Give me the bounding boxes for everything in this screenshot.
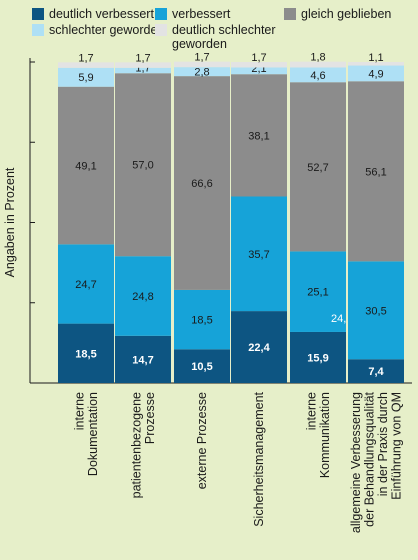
legend-swatch	[284, 8, 296, 20]
x-tick-label: in der Praxis durch	[376, 392, 390, 496]
bar-segment	[290, 331, 346, 383]
bar-segment	[348, 65, 404, 82]
x-tick-label: Einführung von QM	[389, 392, 403, 500]
bar-segment	[348, 359, 404, 383]
data-label: 10,5	[191, 361, 212, 373]
legend-swatch	[32, 8, 44, 20]
bar-segment	[58, 86, 114, 245]
bar-segment	[174, 61, 230, 68]
data-label: 4,6	[310, 70, 325, 82]
x-tick-label: Dokumentation	[86, 392, 100, 476]
stray-data-label: 24,	[331, 313, 346, 325]
data-label: 1,7	[135, 52, 150, 64]
data-label: 1,7	[78, 52, 93, 64]
data-label: 35,7	[248, 249, 269, 261]
data-label: 66,6	[191, 178, 212, 190]
legend-swatch	[155, 8, 167, 20]
legend-label: verbessert	[172, 7, 231, 21]
bar-segment	[115, 335, 171, 383]
bar-segment	[290, 61, 346, 68]
data-label: 56,1	[365, 166, 386, 178]
x-tick-label: interne	[72, 392, 86, 430]
bar-segment	[231, 67, 287, 75]
data-label: 1,7	[194, 52, 209, 64]
bar-segment	[348, 62, 404, 66]
data-label: 49,1	[75, 161, 96, 173]
data-label: 14,7	[132, 354, 153, 366]
legend-item: gleich geblieben	[284, 7, 391, 21]
legend-item: deutlich schlechter geworden	[155, 23, 276, 51]
data-label: 24,8	[132, 291, 153, 303]
data-label: 1,1	[368, 52, 383, 64]
bar-segment	[174, 67, 230, 77]
bar-segment	[231, 196, 287, 312]
legend-item: verbessert	[155, 7, 230, 21]
bar-segment	[174, 76, 230, 290]
x-tick-label: patientenbezogene	[129, 392, 143, 498]
bar-segment	[290, 251, 346, 332]
data-label: 52,7	[307, 162, 328, 174]
legend-item: deutlich verbessert	[32, 7, 154, 21]
bar-segment	[231, 311, 287, 383]
bar-segment	[290, 67, 346, 83]
bar-segment	[58, 62, 114, 68]
x-tick-label: externe Prozesse	[195, 392, 209, 489]
bar-segment	[58, 244, 114, 324]
legend: deutlich verbessert verbessert gleich gebl…	[30, 4, 418, 51]
data-label: 18,5	[75, 348, 96, 360]
legend-item: schlechter geworden	[32, 23, 164, 37]
legend-label: schlechter geworden	[49, 23, 165, 37]
bar-segment	[231, 74, 287, 197]
data-label: 30,5	[365, 305, 386, 317]
bar-segment	[231, 62, 287, 68]
legend-swatch	[32, 24, 44, 36]
legend-swatch	[155, 24, 167, 36]
data-label: 22,4	[248, 342, 270, 354]
legend-label: deutlich verbessert	[49, 7, 154, 21]
legend-label: gleich geblieben	[301, 7, 392, 21]
bar-segment	[348, 81, 404, 262]
bar-segment	[115, 62, 171, 68]
bar-segment	[290, 82, 346, 252]
data-label: 38,1	[248, 130, 269, 142]
data-label: 5,9	[78, 72, 93, 84]
data-label: 18,5	[191, 315, 212, 327]
x-tick-label: Sicherheitsmanagement	[252, 391, 266, 526]
legend-label: deutlich schlechter geworden	[172, 23, 276, 51]
bar-segment	[115, 73, 171, 257]
data-label: 25,1	[307, 287, 328, 299]
data-label: 4,9	[368, 68, 383, 80]
x-tick-label: Prozesse	[143, 392, 157, 444]
bar-segment	[348, 261, 404, 360]
data-label: 15,9	[307, 352, 328, 364]
data-label: 2,8	[194, 67, 209, 79]
bar-segment	[115, 67, 171, 74]
data-label: 1,8	[310, 52, 325, 64]
x-tick-label: allgemeine Verbesserung	[349, 392, 363, 533]
bar-segment	[58, 67, 114, 87]
data-label: 1,7	[251, 52, 266, 64]
data-label: 24,7	[75, 279, 96, 291]
x-tick-label: der Behandlungsqualität	[362, 391, 376, 526]
x-tick-label: Kommunikation	[318, 392, 332, 478]
bar-segment	[174, 289, 230, 350]
x-tick-label: interne	[304, 392, 318, 430]
bar-segment	[58, 323, 114, 383]
data-label: 7,4	[368, 366, 384, 378]
bar-segment	[115, 256, 171, 336]
y-axis-label: Angaben in Prozent	[3, 167, 17, 277]
data-label: 57,0	[132, 160, 153, 172]
bar-segment	[174, 349, 230, 383]
